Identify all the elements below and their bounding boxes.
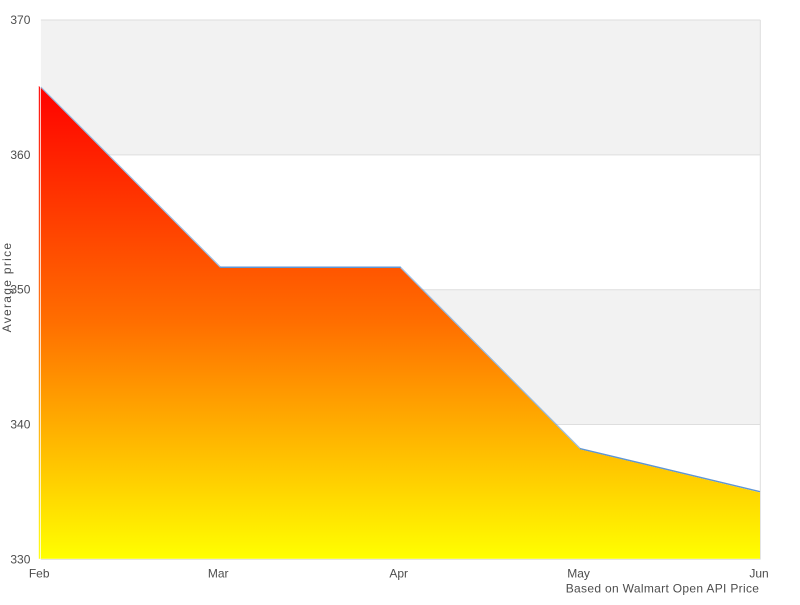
svg-text:Apr: Apr [389,567,408,581]
svg-text:370: 370 [10,13,30,27]
svg-text:330: 330 [10,552,30,566]
svg-text:Feb: Feb [29,567,50,581]
svg-text:Average price: Average price [0,242,14,333]
svg-text:Based on Walmart Open API Pric: Based on Walmart Open API Price [566,582,760,596]
svg-text:340: 340 [10,418,30,432]
svg-text:May: May [567,567,590,581]
svg-text:360: 360 [10,148,30,162]
svg-text:Mar: Mar [208,567,229,581]
svg-text:350: 350 [10,283,30,297]
svg-text:Jun: Jun [749,567,768,581]
